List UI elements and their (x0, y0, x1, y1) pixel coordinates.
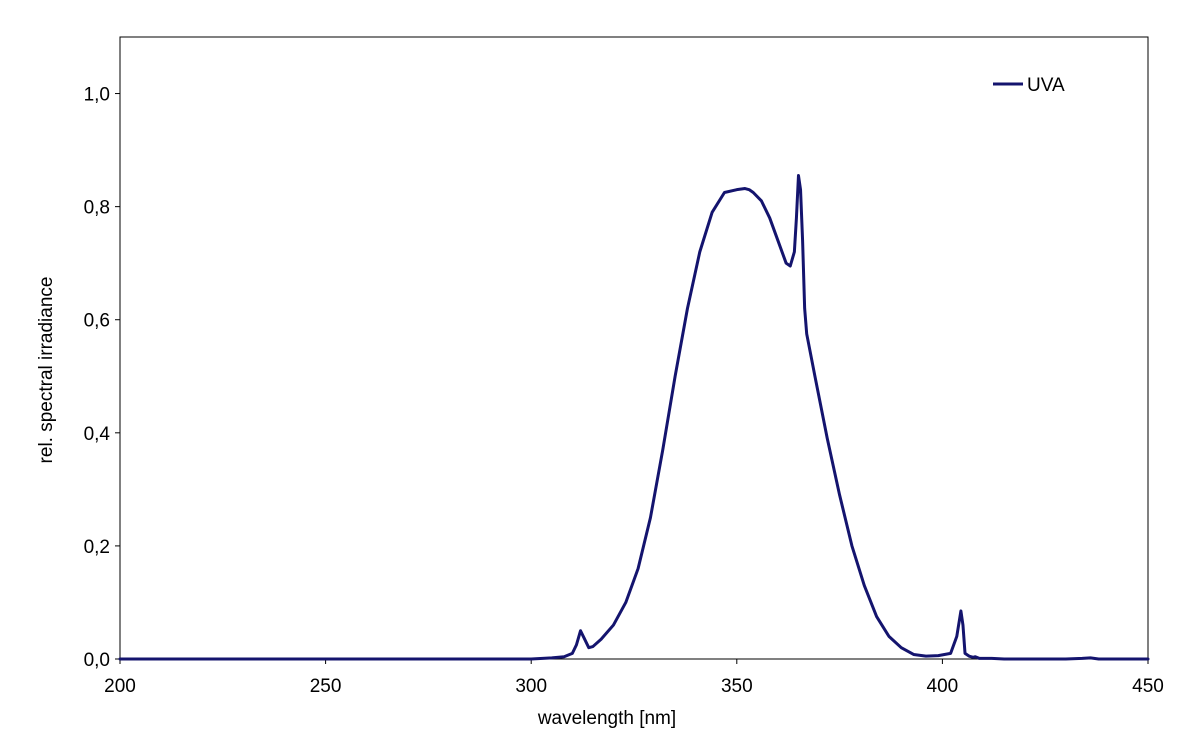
x-tick-label: 200 (104, 676, 136, 697)
x-axis-title: wavelength [nm] (537, 708, 676, 729)
x-tick-label: 400 (927, 676, 959, 697)
y-axis-title: rel. spectral irradiance (36, 277, 57, 464)
plot-area (119, 36, 1149, 660)
y-tick-label: 0,0 (84, 650, 110, 671)
legend-label-uva: UVA (1027, 75, 1065, 96)
series-line-uva (118, 174, 1150, 661)
y-axis-ticks: 0,0 0,2 0,4 0,6 0,8 1,0 (84, 85, 120, 671)
x-axis-ticks: 200 250 300 350 400 450 (104, 659, 1164, 697)
y-tick-label: 0,8 (84, 198, 110, 219)
y-tick-label: 1,0 (84, 85, 110, 106)
x-tick-label: 300 (515, 676, 547, 697)
y-tick-label: 0,4 (84, 424, 111, 445)
legend: UVA (993, 75, 1065, 96)
y-tick-label: 0,6 (84, 311, 110, 332)
x-tick-label: 250 (310, 676, 342, 697)
x-tick-label: 450 (1132, 676, 1164, 697)
y-tick-label: 0,2 (84, 537, 110, 558)
x-tick-label: 350 (721, 676, 753, 697)
series-layer (118, 174, 1150, 661)
